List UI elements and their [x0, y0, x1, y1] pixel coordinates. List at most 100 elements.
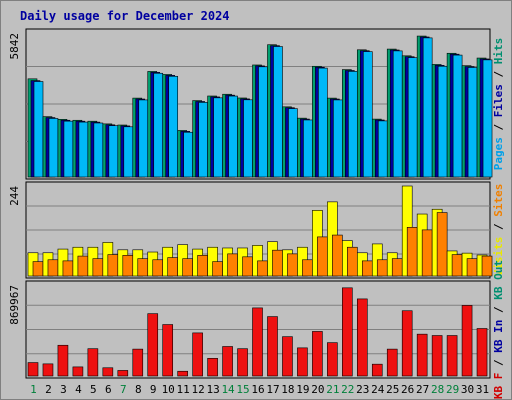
ymax-label-bottom: 869967 — [8, 285, 21, 325]
bar-pages-day-30 — [467, 67, 478, 178]
chart-title: Daily usage for December 2024 — [20, 9, 230, 23]
x-tick-label-4: 4 — [75, 383, 82, 396]
bar-pages-day-22 — [348, 71, 358, 178]
x-tick-label-24: 24 — [371, 383, 385, 396]
bar-pages-day-25 — [392, 50, 403, 178]
x-tick-label-5: 5 — [90, 383, 97, 396]
x-tick-label-6: 6 — [105, 383, 112, 396]
bar-sites-day-3 — [62, 260, 74, 277]
x-tick-label-31: 31 — [476, 383, 489, 396]
legend-item-kb-out: KB Out — [492, 260, 505, 300]
bar-kb-f-day-23 — [356, 298, 368, 377]
bar-sites-day-11 — [182, 258, 193, 277]
bar-kb-f-day-3 — [57, 344, 69, 377]
bar-pages-day-12 — [198, 102, 208, 178]
bar-sites-day-1 — [32, 261, 44, 277]
x-tick-label-28: 28 — [431, 383, 444, 396]
x-tick-label-9: 9 — [150, 383, 157, 396]
bar-sites-day-19 — [302, 259, 313, 277]
bar-pages-day-14 — [228, 95, 238, 178]
bar-kb-f-day-24 — [371, 363, 383, 377]
bar-pages-day-10 — [168, 75, 179, 178]
bar-kb-f-day-27 — [416, 333, 428, 377]
bar-kb-f-day-20 — [312, 331, 323, 377]
bar-pages-day-17 — [273, 46, 283, 178]
bar-pages-day-20 — [318, 67, 328, 178]
legend-item-kb-f: KB F — [492, 373, 505, 400]
bar-pages-day-9 — [153, 72, 164, 178]
x-tick-label-30: 30 — [461, 383, 474, 396]
bar-sites-day-13 — [212, 261, 223, 277]
x-tick-label-20: 20 — [311, 383, 324, 396]
bar-kb-f-day-1 — [27, 362, 39, 377]
bar-pages-day-1 — [33, 81, 44, 178]
bar-pages-day-28 — [437, 65, 448, 178]
x-tick-label-2: 2 — [45, 383, 52, 396]
x-tick-label-10: 10 — [162, 383, 175, 396]
bar-pages-day-3 — [63, 120, 74, 178]
legend-item-files: Files — [492, 84, 505, 117]
bar-sites-day-16 — [257, 260, 268, 277]
bar-sites-day-8 — [137, 258, 149, 277]
bar-sites-day-26 — [406, 227, 418, 277]
bar-kb-f-day-21 — [327, 342, 338, 377]
bar-kb-f-day-8 — [132, 348, 144, 377]
bar-kb-f-day-25 — [386, 348, 398, 377]
x-tick-label-26: 26 — [401, 383, 414, 396]
ymax-label-top: 5842 — [8, 33, 21, 60]
x-tick-label-21: 21 — [326, 383, 339, 396]
bar-kb-f-day-19 — [297, 347, 308, 377]
bar-sites-day-30 — [466, 258, 478, 277]
bar-pages-day-7 — [123, 126, 134, 178]
bar-kb-f-day-11 — [177, 370, 188, 377]
bar-pages-day-16 — [258, 66, 268, 178]
bar-sites-day-10 — [167, 257, 179, 277]
bar-kb-f-day-31 — [476, 328, 488, 377]
x-tick-label-23: 23 — [356, 383, 369, 396]
bar-pages-day-8 — [138, 99, 149, 178]
legend-middle: Visits / Sites — [492, 184, 505, 277]
bar-sites-day-29 — [451, 254, 463, 277]
x-tick-label-18: 18 — [281, 383, 294, 396]
bar-kb-f-day-2 — [42, 363, 54, 377]
bar-kb-f-day-14 — [222, 346, 233, 377]
bar-kb-f-day-26 — [401, 310, 413, 377]
x-tick-label-29: 29 — [446, 383, 459, 396]
bar-kb-f-day-10 — [162, 324, 174, 377]
bar-sites-day-18 — [287, 253, 298, 277]
x-tick-label-19: 19 — [296, 383, 309, 396]
bar-sites-day-7 — [122, 255, 134, 277]
bar-pages-day-2 — [48, 118, 59, 178]
bar-pages-day-27 — [422, 37, 433, 178]
bar-sites-day-20 — [317, 236, 328, 277]
bar-pages-day-19 — [303, 119, 313, 178]
bar-pages-day-6 — [108, 125, 119, 178]
bar-kb-f-day-5 — [87, 348, 99, 377]
bar-kb-f-day-12 — [192, 332, 203, 377]
legend-bottom: KB F / KB In / KB Out — [492, 260, 505, 399]
bar-sites-day-15 — [242, 256, 253, 277]
x-tick-label-17: 17 — [266, 383, 279, 396]
bar-pages-day-5 — [93, 122, 104, 178]
bar-kb-f-day-22 — [342, 287, 353, 377]
legend-separator: / — [492, 64, 505, 84]
legend-item-pages: Pages — [492, 137, 505, 170]
bar-sites-day-14 — [227, 253, 238, 277]
bar-kb-f-day-28 — [431, 335, 443, 377]
x-tick-label-25: 25 — [386, 383, 399, 396]
bar-pages-day-21 — [333, 99, 343, 178]
legend-item-kb-in: KB In — [492, 320, 505, 353]
ymax-label-middle: 244 — [8, 186, 21, 206]
x-tick-label-11: 11 — [177, 383, 190, 396]
bar-sites-day-25 — [391, 258, 403, 277]
x-tick-label-27: 27 — [416, 383, 429, 396]
bar-kb-f-day-6 — [102, 367, 114, 377]
bar-sites-day-23 — [361, 260, 373, 277]
bar-pages-day-23 — [362, 51, 373, 178]
x-tick-label-15: 15 — [236, 383, 249, 396]
bar-kb-f-day-4 — [72, 366, 84, 377]
legend-separator: / — [492, 117, 505, 137]
bar-sites-day-31 — [481, 255, 493, 277]
